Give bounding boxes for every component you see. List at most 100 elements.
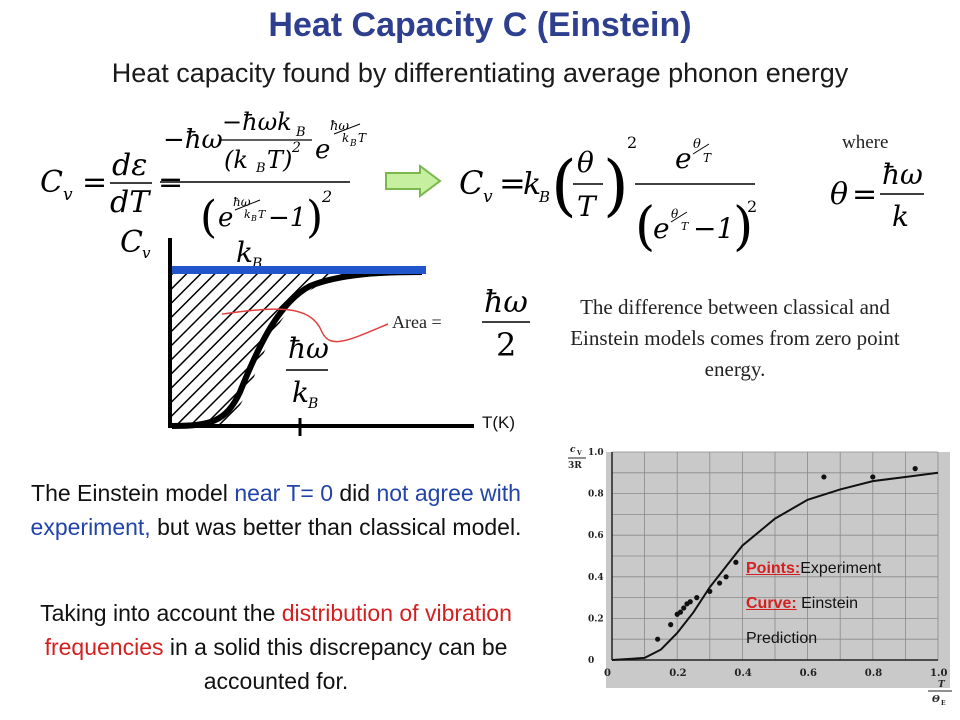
area-pointer-line — [221, 308, 389, 343]
eq1-lhs-sub: v — [63, 185, 73, 205]
svg-text:B: B — [250, 214, 257, 223]
theta-equals: = — [852, 177, 877, 212]
classical-dulong-petit-line — [170, 266, 426, 274]
eq1-e: e — [315, 135, 330, 165]
chart-y-tick-label: 0 — [588, 656, 594, 666]
legend-points-row: Points:Experiment — [746, 551, 946, 586]
chart-x-ticks: 0 0.2 0.4 0.6 0.8 1.0 — [604, 668, 947, 679]
svg-text:k: k — [342, 131, 349, 145]
svg-text:B: B — [251, 256, 262, 270]
chart-y-ticks: 1.0 0.8 0.6 0.4 0.2 0 — [588, 448, 604, 666]
experiment-data-point — [681, 605, 687, 611]
graph-area-numerator: ħω — [484, 285, 528, 320]
einstein-model-paragraph: The Einstein model near T= 0 did not agr… — [20, 476, 532, 544]
eq2-kb-sub: B — [538, 188, 550, 206]
svg-text:): ) — [733, 197, 753, 257]
theta-definition: θ = ħω k — [830, 158, 924, 233]
chart-y-label-c: c — [570, 445, 576, 455]
distribution-text-3: in a solid this discrepancy can be accou… — [163, 634, 508, 694]
page-title: Heat Capacity C (Einstein) — [268, 6, 692, 44]
theta-denominator: k — [892, 200, 909, 233]
cv-einstein-equation: C v = k B ( θ T ) 2 e θ T ( e θ T −1 ) 2 — [459, 133, 757, 257]
graph-cv-sub: v — [142, 244, 151, 262]
svg-text:2: 2 — [321, 187, 332, 206]
experiment-data-point — [668, 622, 674, 628]
chart-y-tick-label: 0.6 — [588, 531, 604, 541]
experiment-data-point — [655, 636, 661, 642]
chart-y-tick-label: 0.8 — [588, 490, 604, 500]
einstein-curve — [171, 269, 423, 429]
experiment-data-point — [912, 466, 918, 472]
graph-hw-denominator: k — [292, 376, 309, 409]
legend-points-value: Experiment — [800, 560, 882, 577]
eq2-minus-one: −1 — [693, 212, 734, 245]
einstein-prediction-curve — [611, 471, 939, 661]
eq1-minus-one: −1 — [268, 203, 306, 233]
svg-text:B: B — [255, 161, 266, 176]
chart-x-tick-label: 0 — [604, 668, 611, 679]
distribution-text-highlight: distribution of vibration frequencies — [44, 600, 512, 660]
experiment-data-point — [821, 474, 827, 480]
cv-vs-temperature-sketch: C v Area = ħω 2 ħω k B T(K) — [120, 225, 530, 436]
svg-text:T: T — [258, 208, 267, 221]
svg-text:θ: θ — [671, 207, 679, 221]
einstein-text-near-t0: near T= 0 — [234, 480, 333, 506]
eq1-minus-hw: −ħω — [163, 125, 223, 155]
chart-x-tick-label: 1.0 — [930, 668, 947, 679]
graph-area-label: Area = — [392, 312, 442, 332]
experiment-chart-legend: Points:Experiment Curve: Einstein Predic… — [746, 551, 946, 656]
eq2-e-numerator: e — [675, 142, 692, 175]
chart-x-tick-label: 0.4 — [734, 668, 751, 679]
eq2-lhs: C — [459, 164, 483, 202]
chart-x-label-theta: Θ — [932, 695, 940, 705]
distribution-text-1: Taking into account the — [40, 600, 282, 626]
page-subtitle: Heat capacity found by differentiating a… — [111, 58, 849, 88]
experiment-data-point — [694, 595, 700, 601]
chart-y-label-sub: V — [576, 450, 582, 457]
svg-text:T: T — [703, 151, 712, 165]
experiment-data-point — [707, 588, 713, 594]
svg-text:): ) — [603, 147, 629, 224]
eq1-kbt: (k — [224, 146, 248, 174]
einstein-text-not-agree: not agree with experiment, — [30, 480, 521, 540]
experiment-chart-background — [606, 452, 950, 688]
eq2-k: k — [523, 167, 541, 202]
svg-text:(: ( — [635, 197, 655, 257]
legend-points-key: Points: — [746, 560, 801, 577]
chart-x-label-sub: E — [941, 700, 946, 707]
experiment-data-point — [677, 609, 684, 615]
svg-text:T: T — [358, 131, 367, 145]
eq2-e-denominator: e — [653, 212, 670, 245]
eq1-k: k — [236, 236, 253, 269]
cv-derivative-equation: C v = dε dT = −ħω −ħωk B (k B T) 2 e ħω … — [40, 108, 367, 270]
eq2-equals: = — [499, 164, 526, 202]
chart-y-tick-label: 0.4 — [588, 573, 604, 583]
svg-text:T): T) — [267, 146, 292, 174]
svg-text:=: = — [82, 165, 107, 200]
eq1-kb-sub: B — [295, 125, 306, 140]
distribution-paragraph: Taking into account the distribution of … — [20, 596, 532, 698]
chart-axes — [611, 452, 938, 661]
eq2-lhs-sub: v — [483, 187, 493, 207]
svg-text:θ: θ — [693, 137, 701, 152]
eq1-e-denominator: e — [218, 203, 233, 233]
eq1-d-t: dT — [110, 185, 151, 220]
graph-x-axis-label: T(K) — [482, 413, 515, 432]
eq2-t: T — [577, 190, 598, 223]
experiment-data-point — [733, 559, 739, 565]
experiment-points — [655, 466, 918, 642]
chart-y-tick-label: 1.0 — [588, 448, 604, 458]
eq1-d-eps: dε — [112, 148, 147, 183]
legend-curve-row: Curve: Einstein — [746, 586, 946, 621]
einstein-text-5: but was better than classical model. — [150, 514, 522, 540]
chart-y-label-3r: 3R — [568, 461, 582, 471]
svg-text:2: 2 — [747, 197, 757, 216]
chart-x-label-t: T — [938, 680, 946, 690]
legend-curve-key: Curve: — [746, 595, 797, 612]
svg-text:(: ( — [200, 192, 217, 243]
graph-hw-sub: B — [307, 396, 318, 412]
where-label: where — [842, 132, 889, 153]
eq1-lhs: C — [40, 165, 63, 200]
difference-explanation: The difference between classical and Ein… — [570, 295, 900, 381]
chart-x-tick-label: 0.8 — [865, 668, 882, 679]
